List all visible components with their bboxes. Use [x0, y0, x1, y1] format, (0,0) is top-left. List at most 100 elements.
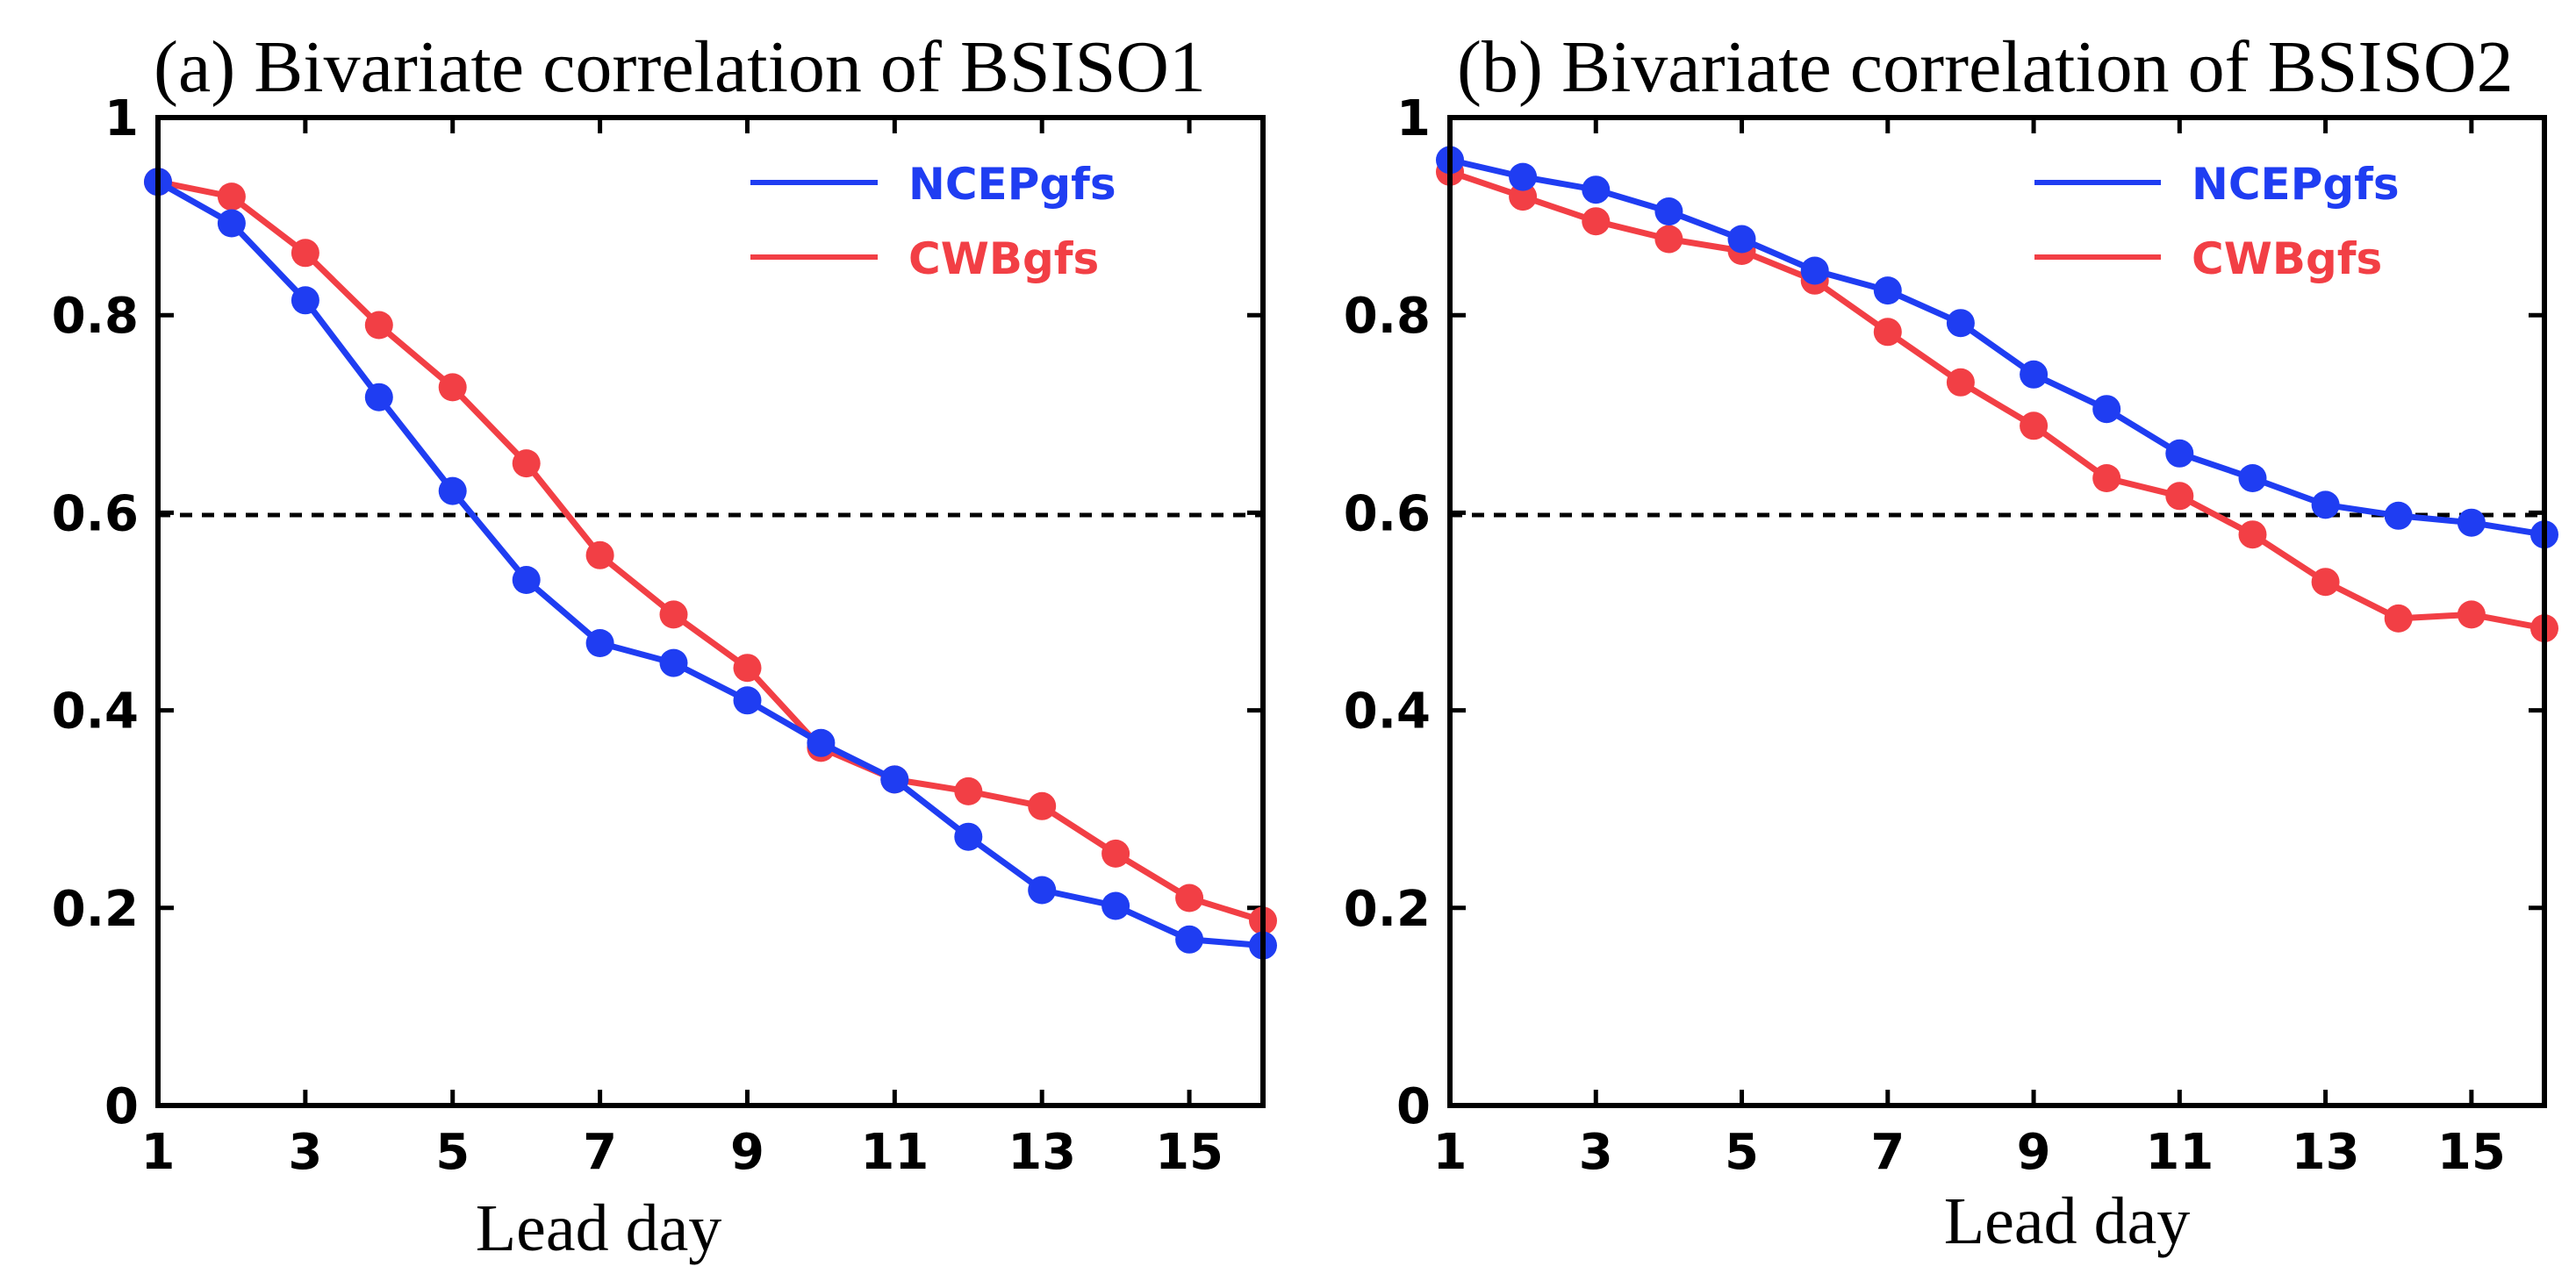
data-point-cwbgfs: [1654, 225, 1683, 254]
panel-b: (b) Bivariate correlation of BSISO2 Lead…: [1344, 26, 2558, 1258]
data-point-ncepgfs: [2238, 464, 2267, 492]
x-tick-label: 9: [2017, 1124, 2051, 1181]
x-tick-label: 15: [1155, 1124, 1223, 1181]
data-point-cwbgfs: [2457, 600, 2486, 629]
data-point-ncepgfs: [585, 629, 614, 657]
series-line-cwbgfs: [157, 178, 1265, 924]
legend-label-cwbgfs: CWBgfs: [2192, 233, 2382, 284]
panel-a-ticks: 00.20.40.60.811 3 5 7 9 11 13 15: [52, 90, 1263, 1181]
data-point-ncepgfs: [2457, 508, 2486, 537]
x-tick-label: 15: [2437, 1124, 2506, 1181]
data-point-ncepgfs: [1873, 276, 1902, 305]
data-point-ncepgfs: [880, 765, 909, 794]
data-point-cwbgfs: [2020, 411, 2049, 440]
data-point-cwbgfs: [1028, 791, 1057, 820]
x-tick-label: 3: [1579, 1124, 1613, 1181]
y-tick-label: 0.8: [52, 288, 139, 345]
panel-a-title: (a) Bivariate correlation of BSISO1: [154, 26, 1206, 108]
panel-b-legend: NCEPgfs CWBgfs: [2034, 159, 2400, 284]
data-point-ncepgfs: [1175, 925, 1204, 954]
data-point-ncepgfs: [217, 209, 246, 238]
y-tick-label: 0.6: [52, 485, 139, 542]
y-tick-label: 0.4: [52, 683, 139, 741]
x-tick-label: 5: [435, 1124, 470, 1181]
data-point-ncepgfs: [438, 476, 467, 505]
panel-b-xlabel: Lead day: [1944, 1184, 2191, 1258]
data-point-cwbgfs: [1873, 318, 1902, 347]
y-tick-label: 1: [104, 90, 139, 147]
data-point-ncepgfs: [291, 286, 319, 315]
data-point-cwbgfs: [364, 311, 393, 340]
x-tick-label: 11: [2145, 1124, 2214, 1181]
data-point-ncepgfs: [1509, 162, 1538, 191]
data-point-ncepgfs: [659, 648, 688, 677]
x-tick-label: 9: [730, 1124, 764, 1181]
y-tick-label: 0.4: [1344, 683, 1431, 741]
y-tick-label: 0: [104, 1078, 139, 1135]
x-tick-label: 13: [1008, 1124, 1076, 1181]
data-point-ncepgfs: [807, 728, 836, 757]
data-point-ncepgfs: [1727, 225, 1756, 254]
panel-a-xlabel: Lead day: [476, 1191, 722, 1265]
data-point-ncepgfs: [1028, 876, 1057, 905]
data-point-ncepgfs: [1582, 175, 1611, 204]
data-point-ncepgfs: [954, 822, 983, 851]
legend-label-ncepgfs: NCEPgfs: [908, 159, 1116, 210]
series-line-cwbgfs: [1448, 168, 2545, 632]
y-tick-label: 1: [1396, 90, 1431, 147]
panel-b-series-layer: [1436, 146, 2558, 643]
y-tick-label: 0.2: [52, 881, 139, 938]
data-point-cwbgfs: [659, 600, 688, 629]
data-point-cwbgfs: [2311, 568, 2340, 597]
data-point-ncepgfs: [1800, 256, 1829, 285]
data-point-cwbgfs: [1175, 884, 1204, 912]
panel-a-frame: [155, 115, 1266, 1108]
data-point-cwbgfs: [954, 776, 983, 805]
data-point-ncepgfs: [2311, 490, 2340, 519]
panel-b-frame: [1447, 115, 2547, 1108]
panel-b-title: (b) Bivariate correlation of BSISO2: [1457, 26, 2514, 108]
panel-a-series-layer: [144, 168, 1277, 960]
y-tick-label: 0.6: [1344, 485, 1431, 542]
data-point-ncepgfs: [2020, 360, 2049, 389]
data-point-cwbgfs: [1582, 207, 1611, 236]
x-tick-label: 7: [1870, 1124, 1905, 1181]
x-tick-label: 11: [860, 1124, 929, 1181]
data-point-cwbgfs: [438, 373, 467, 402]
data-point-cwbgfs: [291, 239, 319, 268]
legend-label-ncepgfs: NCEPgfs: [2192, 159, 2400, 210]
x-tick-label: 1: [141, 1124, 176, 1181]
data-point-cwbgfs: [217, 182, 246, 211]
legend-label-cwbgfs: CWBgfs: [908, 233, 1099, 284]
data-point-ncepgfs: [1101, 891, 1130, 920]
data-point-cwbgfs: [2238, 520, 2267, 549]
data-point-ncepgfs: [512, 566, 541, 594]
data-point-cwbgfs: [1509, 182, 1538, 211]
data-point-ncepgfs: [1654, 197, 1683, 225]
data-point-ncepgfs: [364, 383, 393, 411]
y-tick-label: 0: [1396, 1078, 1431, 1135]
series-line-ncepgfs: [1449, 156, 2545, 538]
panel-a-legend: NCEPgfs CWBgfs: [750, 159, 1116, 284]
data-point-ncepgfs: [2092, 395, 2121, 424]
x-tick-label: 5: [1725, 1124, 1759, 1181]
data-point-cwbgfs: [585, 540, 614, 569]
x-tick-label: 3: [288, 1124, 322, 1181]
data-point-cwbgfs: [2165, 482, 2194, 511]
x-tick-label: 7: [583, 1124, 617, 1181]
data-point-cwbgfs: [1101, 839, 1130, 868]
data-point-ncepgfs: [2165, 439, 2194, 468]
panel-a: (a) Bivariate correlation of BSISO1 Lead…: [52, 26, 1277, 1265]
data-point-cwbgfs: [733, 654, 762, 683]
data-point-cwbgfs: [512, 449, 541, 478]
y-tick-label: 0.8: [1344, 288, 1431, 345]
data-point-cwbgfs: [2384, 604, 2413, 633]
data-point-ncepgfs: [1946, 309, 1975, 338]
y-tick-label: 0.2: [1344, 881, 1431, 938]
data-point-cwbgfs: [2092, 464, 2121, 492]
series-line-ncepgfs: [156, 179, 1264, 949]
data-point-ncepgfs: [2384, 501, 2413, 530]
x-tick-label: 13: [2292, 1124, 2360, 1181]
x-tick-label: 1: [1433, 1124, 1467, 1181]
